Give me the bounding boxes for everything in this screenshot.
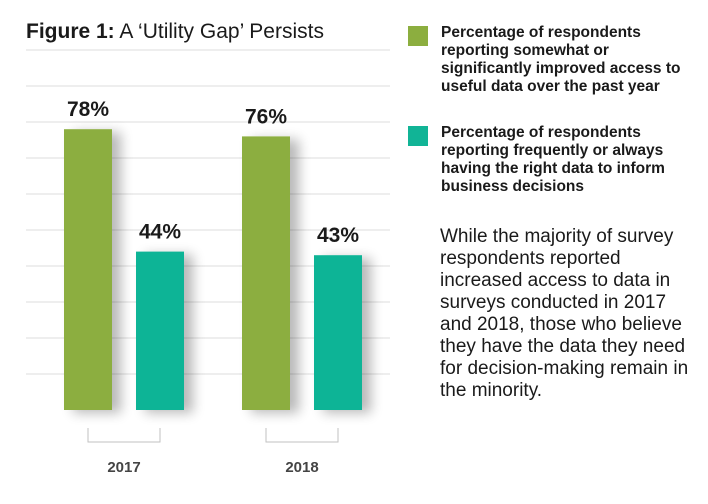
data-label: 76%	[245, 105, 287, 128]
legend-swatch-teal	[408, 126, 428, 146]
bar-2017-series-1	[64, 129, 112, 410]
tick-label: 2018	[285, 459, 318, 476]
data-label: 43%	[317, 224, 359, 247]
category-bracket	[265, 428, 339, 443]
category-bracket	[87, 428, 161, 443]
data-label: 44%	[139, 221, 181, 244]
legend-label: Percentage of respondents reporting freq…	[441, 124, 665, 195]
bar-2017-series-2	[136, 251, 184, 410]
explanatory-note: While the majority of survey respondents…	[440, 226, 689, 401]
figure-label: Figure 1:	[26, 20, 115, 43]
legend-label: Percentage of respondents reporting some…	[441, 24, 681, 95]
bar-2018-series-1	[242, 136, 290, 410]
value-labels: 78% 44% 76% 43%	[67, 98, 359, 247]
x-axis: 2017 2018	[87, 428, 339, 476]
bar-2018-series-2	[314, 255, 362, 410]
chart-title: Figure 1: A ‘Utility Gap’ Persists	[26, 20, 324, 44]
tick-label: 2017	[107, 459, 140, 476]
bar-chart: 78% 44% 76% 43% 2017 2018	[26, 49, 390, 476]
figure-title-text: A ‘Utility Gap’ Persists	[119, 20, 324, 43]
data-label: 78%	[67, 98, 109, 121]
legend-swatch-green	[408, 26, 428, 46]
bars	[64, 129, 362, 410]
